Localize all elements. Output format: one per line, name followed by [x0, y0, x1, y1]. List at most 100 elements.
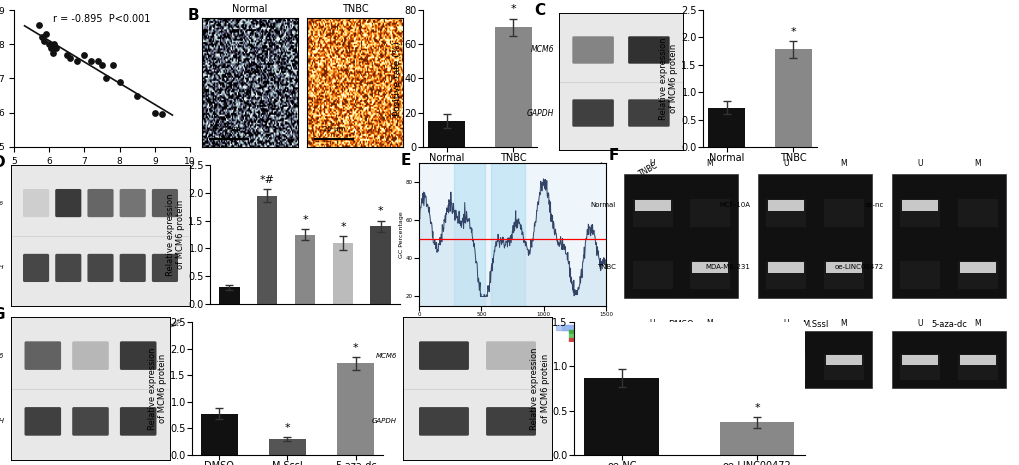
Bar: [824, 355, 861, 365]
Point: [94, 61, 110, 68]
FancyBboxPatch shape: [419, 407, 469, 436]
Text: MDA-MB-468: MDA-MB-468: [147, 317, 182, 345]
Bar: [900, 261, 940, 289]
Text: MCF-10A: MCF-10A: [23, 317, 49, 337]
Legend: MCF-10A, MDA-MB-231, MDA-MB-453, HCC-1937, MDA-MB-468: MCF-10A, MDA-MB-231, MDA-MB-453, HCC-193…: [479, 166, 595, 196]
Bar: [774, 49, 811, 147]
FancyBboxPatch shape: [88, 189, 113, 217]
Bar: [294, 234, 315, 304]
FancyBboxPatch shape: [72, 407, 109, 436]
Text: r = -0.895  P<0.001: r = -0.895 P<0.001: [53, 14, 150, 24]
Point: [43, 44, 59, 52]
Text: Normal: Normal: [578, 161, 607, 183]
Text: 5-aza-dc: 5-aza-dc: [930, 320, 966, 329]
Point: [129, 92, 146, 100]
Point: [58, 51, 74, 58]
FancyBboxPatch shape: [486, 341, 535, 370]
Bar: [428, 121, 465, 147]
Text: TNBC: TNBC: [637, 161, 659, 179]
Bar: [957, 261, 997, 289]
Text: U: U: [649, 159, 654, 168]
Bar: [624, 331, 738, 388]
FancyBboxPatch shape: [486, 407, 535, 436]
Point: [62, 54, 78, 62]
Bar: [891, 331, 1005, 388]
Point: [91, 58, 107, 65]
FancyBboxPatch shape: [120, 341, 156, 370]
Bar: [632, 261, 672, 289]
Bar: [719, 422, 794, 455]
Text: M: M: [705, 319, 712, 328]
Text: M: M: [840, 319, 846, 328]
FancyBboxPatch shape: [572, 36, 613, 64]
Text: *: *: [790, 27, 796, 37]
Bar: [634, 200, 669, 211]
Text: *: *: [353, 343, 358, 353]
Point: [147, 109, 163, 116]
Text: D: D: [0, 155, 6, 170]
Text: E: E: [399, 153, 411, 168]
FancyBboxPatch shape: [119, 189, 146, 217]
Text: oe-LINC00472: oe-LINC00472: [834, 264, 883, 270]
Point: [76, 51, 93, 58]
Bar: [902, 355, 937, 365]
Text: B: B: [187, 8, 199, 23]
Text: *: *: [754, 403, 759, 413]
Text: M.SssI: M.SssI: [801, 320, 827, 329]
Text: M: M: [840, 159, 846, 168]
Text: U: U: [783, 159, 789, 168]
FancyBboxPatch shape: [152, 254, 178, 282]
Text: G: G: [0, 307, 4, 322]
Bar: [900, 199, 940, 227]
Bar: [957, 354, 997, 379]
Bar: [765, 261, 806, 289]
Text: U: U: [917, 319, 922, 328]
Bar: [707, 107, 744, 147]
FancyBboxPatch shape: [24, 341, 61, 370]
Bar: [336, 364, 374, 455]
FancyBboxPatch shape: [152, 189, 178, 217]
FancyBboxPatch shape: [119, 254, 146, 282]
Text: *: *: [339, 222, 345, 232]
FancyBboxPatch shape: [628, 36, 669, 64]
Bar: [767, 200, 804, 211]
Point: [154, 111, 170, 118]
Bar: [957, 199, 997, 227]
Point: [34, 33, 50, 41]
Bar: [370, 226, 391, 304]
Point: [45, 49, 61, 57]
Text: DMSO: DMSO: [667, 320, 693, 329]
Text: MCM6: MCM6: [0, 352, 5, 359]
Text: *: *: [302, 215, 308, 225]
Point: [97, 75, 113, 82]
FancyBboxPatch shape: [419, 341, 469, 370]
Text: MCF-10A: MCF-10A: [718, 202, 749, 208]
Y-axis label: Relative expression
of MCM6 protein: Relative expression of MCM6 protein: [148, 347, 167, 430]
FancyBboxPatch shape: [24, 407, 61, 436]
Point: [46, 40, 62, 48]
Text: *#: *#: [259, 175, 274, 185]
Text: GAPDH: GAPDH: [0, 266, 4, 271]
Bar: [632, 354, 672, 379]
Bar: [689, 261, 729, 289]
Bar: [584, 378, 658, 455]
Text: F: F: [607, 148, 618, 163]
Bar: [689, 199, 729, 227]
Bar: [691, 355, 727, 365]
Bar: [257, 196, 277, 304]
FancyBboxPatch shape: [572, 100, 613, 126]
Bar: [891, 174, 1005, 298]
Point: [69, 58, 86, 65]
Bar: [959, 262, 995, 273]
Text: MDA-MB-231: MDA-MB-231: [704, 264, 749, 270]
Text: M: M: [973, 319, 980, 328]
Point: [41, 40, 57, 48]
Text: MDA-MB-453: MDA-MB-453: [83, 317, 118, 345]
Y-axis label: GC Percentage: GC Percentage: [399, 211, 404, 258]
Bar: [902, 200, 937, 211]
Text: MCM6: MCM6: [0, 200, 4, 206]
Point: [38, 30, 54, 38]
Text: GAPDH: GAPDH: [372, 418, 396, 425]
Bar: [900, 354, 940, 379]
Bar: [634, 355, 669, 365]
